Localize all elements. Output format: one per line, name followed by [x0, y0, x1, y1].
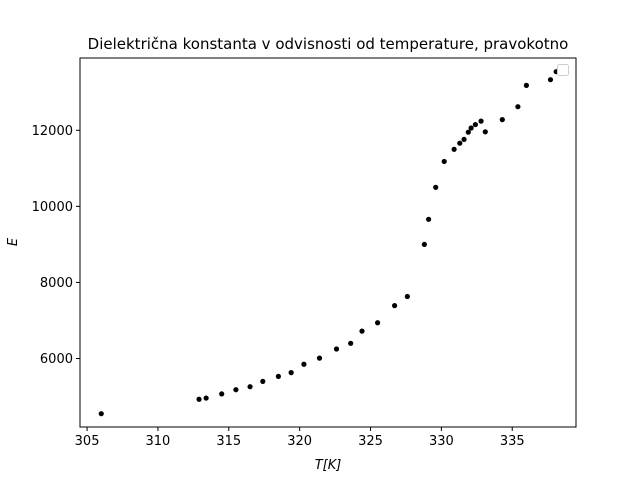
data-point: [523, 82, 530, 88]
data-point: [457, 140, 463, 146]
data-point: [348, 340, 354, 346]
x-tick-label: 320: [287, 434, 312, 449]
data-point: [375, 320, 381, 326]
data-point: [461, 136, 467, 143]
data-point: [468, 125, 474, 131]
data-point: [288, 370, 294, 376]
data-point: [482, 129, 488, 135]
x-tick-label: 325: [358, 434, 383, 449]
y-axis-label: E: [6, 237, 21, 246]
data-point: [316, 355, 323, 361]
data-point: [196, 396, 202, 402]
data-point: [451, 146, 457, 152]
data-point: [98, 411, 104, 417]
data-point: [260, 378, 266, 384]
x-tick-label: 305: [75, 434, 100, 449]
data-point: [247, 384, 253, 390]
x-axis-label: T[K]: [315, 458, 342, 473]
data-point: [499, 117, 505, 123]
data-point: [421, 241, 427, 248]
x-axis-ticks: 305 310 315 320 325 330 335: [75, 427, 525, 449]
data-point: [547, 77, 554, 83]
data-point: [233, 387, 239, 393]
x-tick-label: 310: [146, 434, 171, 449]
data-points: [98, 69, 559, 417]
y-tick-label: 12000: [32, 124, 73, 139]
data-point: [441, 158, 447, 165]
data-point: [333, 346, 340, 352]
data-point: [404, 293, 410, 300]
x-tick-label: 315: [216, 434, 241, 449]
data-point: [472, 121, 478, 128]
y-tick-label: 8000: [40, 276, 73, 291]
data-point: [359, 328, 365, 334]
data-point: [219, 391, 225, 397]
data-point: [301, 361, 307, 367]
chart-title: Dielektrična konstanta v odvisnosti od t…: [88, 35, 569, 53]
y-axis-ticks: 6000 8000 10000 12000: [32, 124, 80, 367]
legend-box: [557, 64, 569, 76]
data-point: [203, 395, 209, 401]
x-tick-label: 335: [500, 434, 525, 449]
data-point: [478, 118, 484, 124]
data-point: [275, 373, 281, 380]
x-tick-label: 330: [429, 434, 454, 449]
data-point: [426, 216, 432, 222]
data-point: [465, 129, 471, 135]
data-point: [433, 184, 439, 190]
data-point: [515, 104, 521, 110]
y-tick-label: 6000: [40, 352, 73, 367]
y-tick-label: 10000: [32, 200, 73, 215]
plot-area: [79, 57, 577, 428]
data-point: [392, 303, 398, 309]
